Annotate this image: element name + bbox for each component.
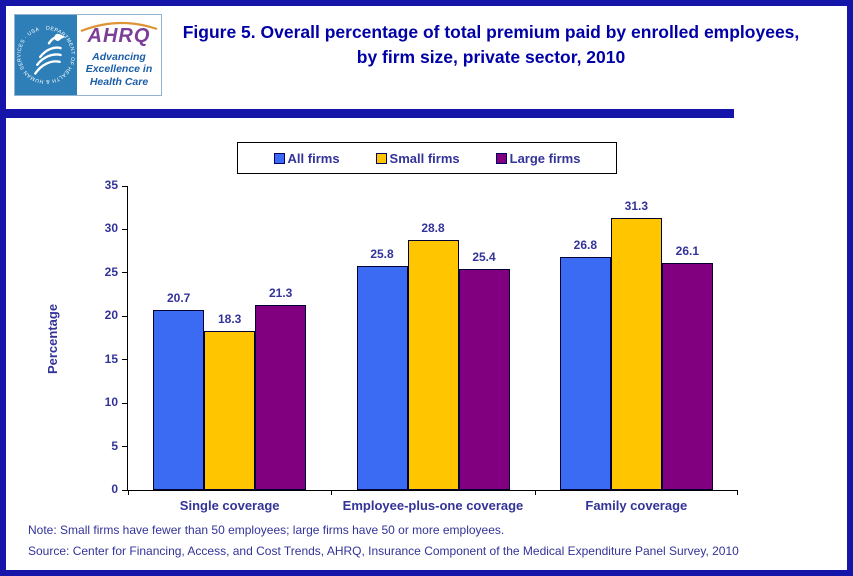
y-tick	[122, 402, 128, 404]
bar	[153, 310, 205, 490]
bar	[610, 218, 662, 490]
legend-label: All firms	[287, 150, 340, 166]
x-tick	[331, 490, 333, 495]
legend-label: Small firms	[389, 150, 460, 166]
y-tick	[122, 228, 128, 230]
note-text: Note: Small firms have fewer than 50 emp…	[28, 523, 505, 537]
y-axis-title: Percentage	[45, 303, 60, 375]
ahrq-wordmark-panel: AHRQ Advancing Excellence in Health Care	[77, 15, 161, 95]
legend-swatch	[495, 152, 507, 164]
bar-value-label: 31.3	[624, 199, 648, 214]
legend-swatch	[273, 152, 285, 164]
bar	[356, 265, 408, 490]
bar-value-label: 25.4	[472, 250, 496, 265]
y-tick-label: 15	[104, 351, 118, 366]
bar	[559, 257, 611, 490]
bar-chart-plot-area: 0 5 10 15 20 25 30 35 20.7 18.3 21.3 Single coverag…	[105, 178, 738, 513]
legend: All firms Small firms Large firms	[237, 142, 617, 174]
bar-value-label: 28.8	[421, 220, 445, 235]
svg-text:DEPARTMENT OF HEALTH & HUMAN S: DEPARTMENT OF HEALTH & HUMAN SERVICES · …	[17, 26, 76, 85]
y-tick	[122, 272, 128, 274]
bar	[204, 331, 256, 490]
legend-item: All firms	[273, 150, 340, 166]
y-tick-label: 20	[104, 308, 118, 323]
legend-item: Large firms	[495, 150, 581, 166]
bar-value-label: 18.3	[217, 312, 242, 327]
ahrq-tagline: Advancing Excellence in Health Care	[85, 51, 153, 88]
ahrq-wordmark: AHRQ	[87, 25, 151, 47]
y-tick-label: 35	[104, 178, 118, 192]
bar-value-label: 20.7	[166, 291, 191, 306]
ahrq-logo: DEPARTMENT OF HEALTH & HUMAN SERVICES · …	[14, 14, 162, 96]
bar-value-label: 25.8	[370, 246, 394, 261]
y-tick-label: 0	[111, 482, 118, 496]
y-tick	[122, 185, 128, 187]
y-tick	[122, 489, 128, 491]
legend-item: Small firms	[375, 150, 460, 166]
category-label: Family coverage	[585, 498, 688, 513]
x-tick	[534, 490, 536, 495]
y-tick-label: 30	[104, 221, 118, 236]
x-tick	[128, 490, 129, 495]
legend-label: Large firms	[509, 150, 581, 166]
figure-title: Figure 5. Overall percentage of total pr…	[182, 22, 800, 67]
y-tick-label: 5	[111, 438, 118, 453]
header-rule	[6, 109, 734, 118]
bar-value-label: 21.3	[268, 285, 293, 300]
bar-value-label: 26.1	[675, 244, 699, 259]
hhs-seal-icon: DEPARTMENT OF HEALTH & HUMAN SERVICES · …	[15, 15, 77, 95]
bar	[661, 263, 713, 490]
legend-swatch	[375, 152, 387, 164]
x-tick	[737, 490, 738, 495]
y-tick-label: 25	[104, 264, 118, 279]
y-tick	[122, 315, 128, 317]
ahrq-arc-icon	[80, 21, 158, 32]
bar-value-label: 26.8	[573, 238, 597, 253]
bar	[255, 305, 307, 490]
y-tick	[122, 446, 128, 448]
y-tick	[122, 359, 128, 361]
category-label: Single coverage	[179, 498, 280, 513]
bar	[458, 269, 510, 490]
category-label: Employee-plus-one coverage	[342, 498, 524, 513]
source-text: Source: Center for Financing, Access, an…	[28, 544, 739, 558]
y-tick-label: 10	[104, 395, 118, 410]
bar	[407, 239, 459, 490]
